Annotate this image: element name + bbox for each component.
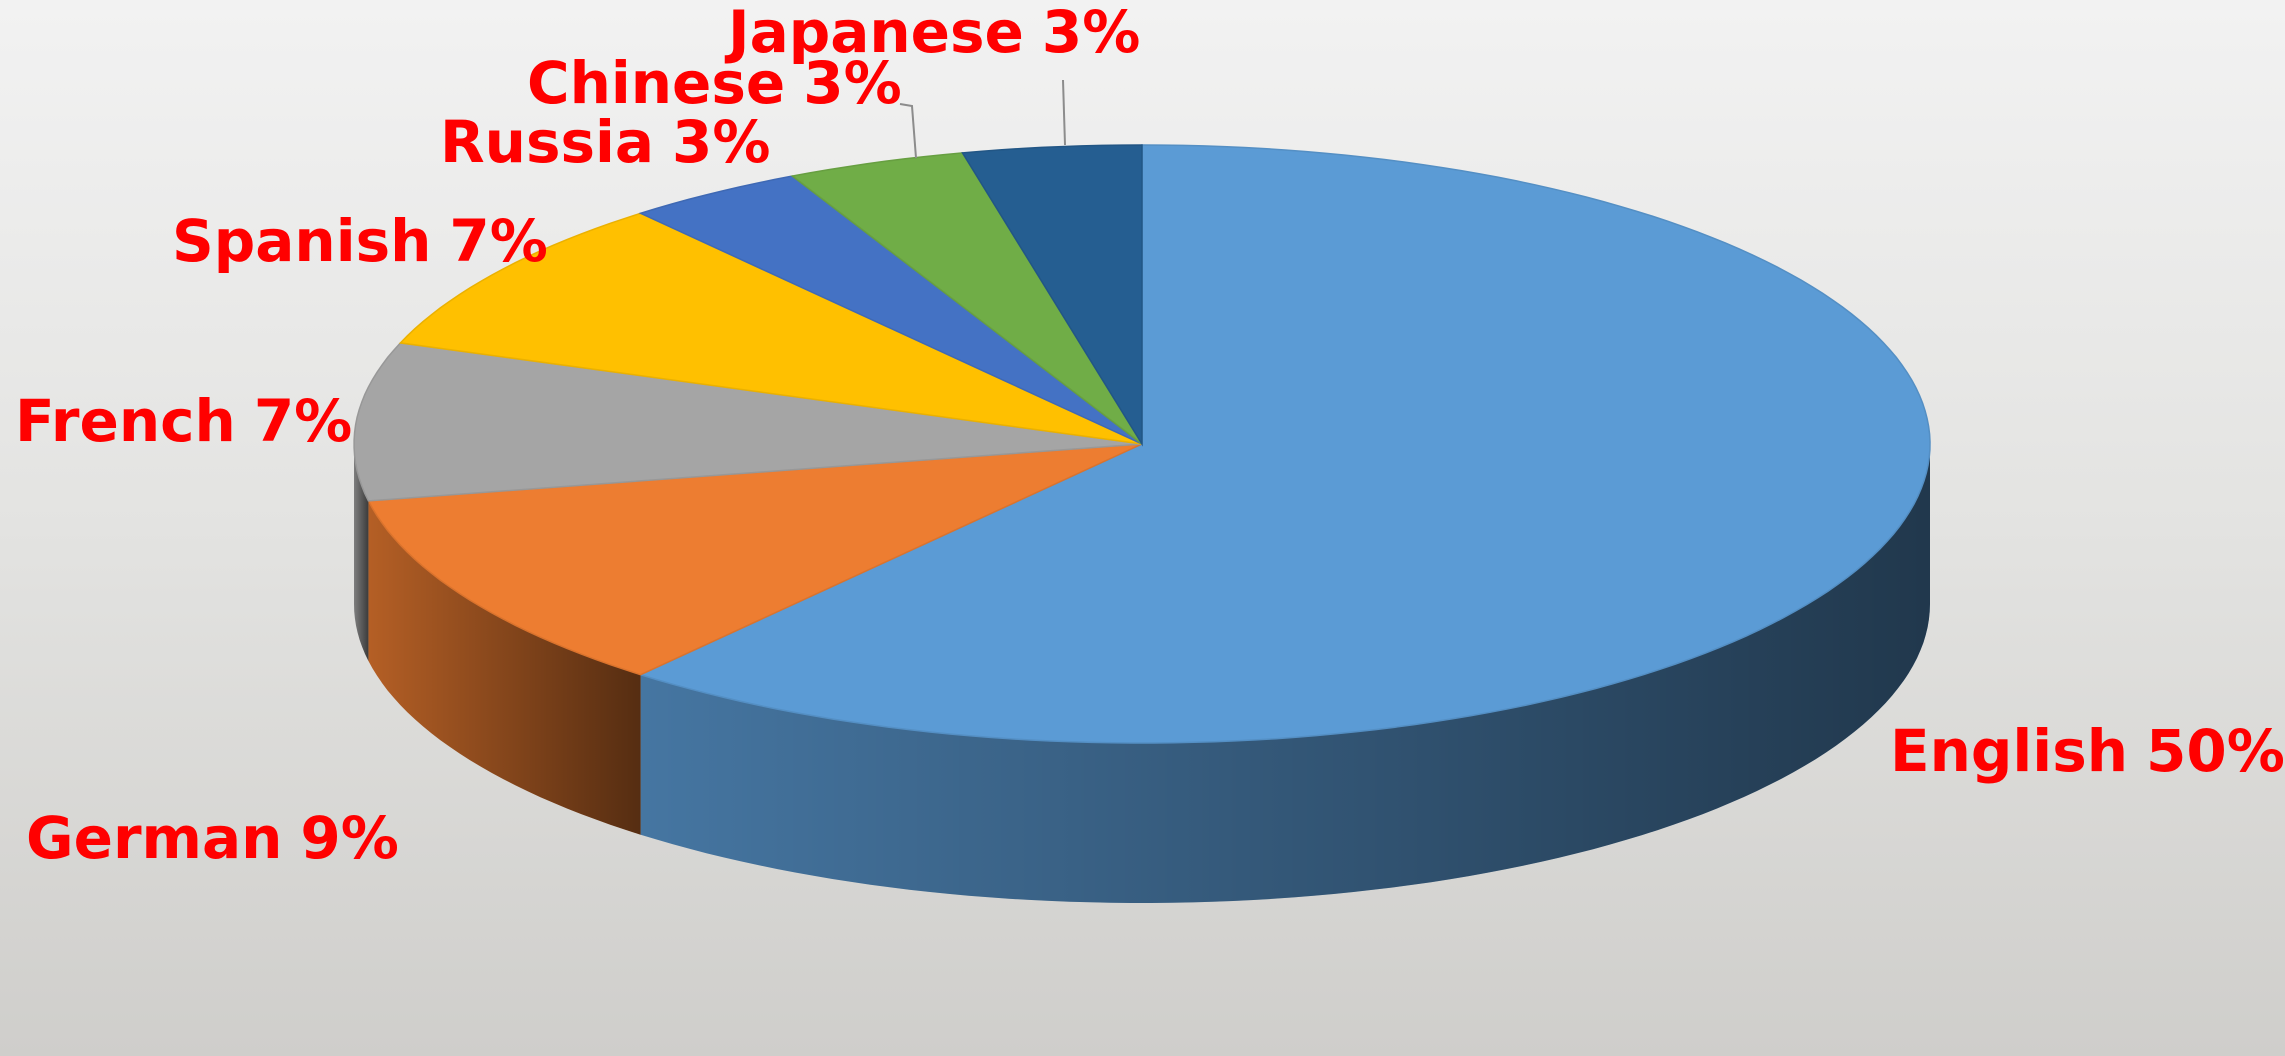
label-value: 7%: [449, 207, 547, 275]
chart: English 50% German 9% French 7% Spanish 7% Russi…: [0, 0, 2285, 1056]
data-label: Japanese 3%: [724, 0, 1140, 66]
pie: [354, 145, 1930, 903]
data-label: French 7%: [15, 387, 352, 455]
label-value: 50%: [2146, 717, 2285, 785]
data-label: English 50%: [1890, 717, 2285, 785]
label-category: English: [1890, 717, 2128, 785]
data-label: Russia 3%: [440, 108, 771, 176]
label-value: 3%: [672, 108, 770, 176]
data-label: Spanish 7%: [172, 207, 548, 275]
label-category: Russia: [440, 108, 654, 176]
label-category: Spanish: [172, 207, 431, 275]
page: English 50% German 9% French 7% Spanish 7% Russi…: [0, 0, 2285, 1056]
label-category: French: [15, 387, 236, 455]
data-label: German 9%: [26, 804, 399, 872]
label-category: German: [26, 804, 282, 872]
label-category: Japanese: [724, 0, 1024, 66]
label-value: 9%: [300, 804, 398, 872]
label-value: 3%: [1042, 0, 1140, 66]
label-value: 7%: [254, 387, 352, 455]
